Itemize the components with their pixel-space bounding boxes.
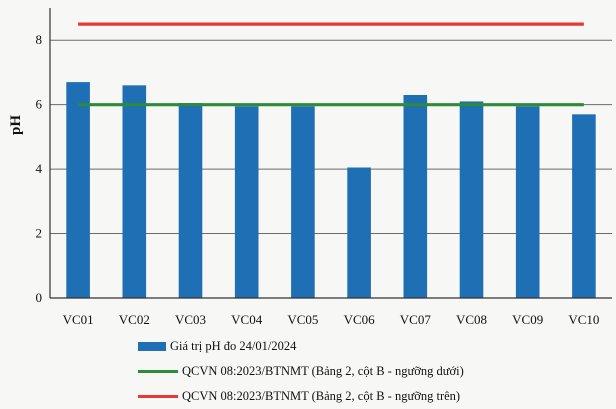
x-tick-label: VC02: [119, 312, 150, 327]
legend-item-upper: QCVN 08:2023/BTNMT (Bảng 2, cột B - ngưỡ…: [138, 384, 464, 409]
legend: Giá trị pH đo 24/01/2024 QCVN 08:2023/BT…: [138, 334, 464, 409]
legend-bar-swatch: [138, 342, 166, 351]
bar-vc08: [459, 101, 484, 298]
y-tick-label: 8: [36, 32, 43, 47]
legend-item-lower: QCVN 08:2023/BTNMT (Bảng 2, cột B - ngưỡ…: [138, 359, 464, 384]
x-tick-label: VC03: [175, 312, 206, 327]
axes: [49, 8, 612, 299]
x-tick-label: VC05: [287, 312, 318, 327]
bar-vc05: [291, 106, 315, 299]
legend-label-measured: Giá trị pH đo 24/01/2024: [170, 339, 297, 353]
legend-red-line-swatch: [138, 395, 178, 398]
x-tick-label: VC01: [63, 312, 94, 327]
bar-vc01: [66, 82, 90, 298]
x-tick-labels: VC01 VC02 VC03 VC04 VC05 VC06 VC07 VC08 VC09 VC10: [63, 312, 600, 327]
x-tick-label: VC09: [512, 312, 543, 327]
bar-vc10: [572, 114, 596, 298]
y-tick-label: 2: [36, 226, 43, 241]
legend-label-lower: QCVN 08:2023/BTNMT (Bảng 2, cột B - ngưỡ…: [182, 364, 464, 378]
y-tick-labels: 0 2 4 6 8: [36, 32, 43, 305]
y-axis-label: pH: [8, 115, 24, 135]
x-tick-label: VC06: [344, 312, 376, 327]
y-tick-label: 6: [36, 97, 43, 112]
bar-vc04: [234, 106, 259, 299]
y-tick-label: 4: [36, 161, 43, 176]
bar-vc09: [515, 106, 540, 299]
y-tick-label: 0: [36, 290, 43, 305]
x-tick-label: VC10: [568, 312, 599, 327]
x-tick-label: VC08: [456, 312, 487, 327]
legend-item-measured: Giá trị pH đo 24/01/2024: [138, 334, 464, 359]
x-tick-label: VC04: [231, 312, 263, 327]
threshold-lines: [78, 22, 584, 107]
legend-green-line-swatch: [138, 370, 178, 373]
bar-vc02: [122, 85, 147, 298]
bars: [66, 82, 596, 299]
bar-vc07: [403, 95, 428, 298]
legend-label-upper: QCVN 08:2023/BTNMT (Bảng 2, cột B - ngưỡ…: [182, 389, 461, 403]
x-tick-label: VC07: [400, 312, 432, 327]
bar-vc03: [178, 103, 203, 298]
bar-vc06: [347, 167, 371, 298]
